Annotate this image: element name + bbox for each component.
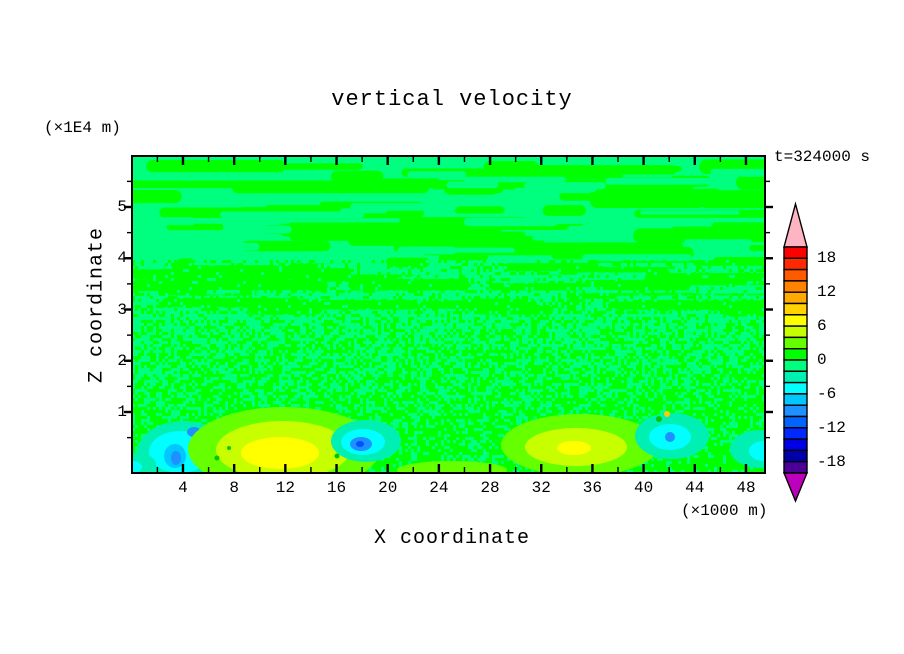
colorbar: [782, 201, 809, 503]
y-axis-unit: (×1E4 m): [44, 119, 121, 137]
x-axis-label: X coordinate: [373, 527, 531, 550]
contour-field: [132, 156, 765, 473]
x-tick-label: 8: [229, 479, 239, 497]
y-tick-label: 5: [117, 198, 127, 216]
x-tick-label: 4: [178, 479, 188, 497]
x-tick-label: 36: [582, 479, 603, 497]
x-tick-label: 48: [736, 479, 756, 497]
x-tick-label: 16: [326, 479, 347, 497]
x-tick-label: 12: [275, 479, 295, 497]
x-tick-label: 24: [429, 479, 449, 497]
colorbar-tick-label: 0: [817, 351, 827, 369]
colorbar-tick-label: -6: [817, 384, 837, 403]
y-tick-label: 3: [117, 300, 127, 319]
plot-title: vertical velocity: [331, 87, 573, 112]
x-tick-label: 28: [480, 479, 500, 497]
colorbar-tick-label: 6: [817, 317, 827, 336]
colorbar-tick-label: -12: [817, 418, 846, 437]
colorbar-tick-label: 12: [817, 283, 837, 302]
axis-ticks: [124, 156, 773, 473]
y-tick-label: 2: [117, 351, 127, 370]
y-tick-label: 1: [117, 403, 127, 421]
y-axis-label: Z coordinate: [85, 226, 109, 384]
colorbar-tick-label: 18: [817, 249, 837, 268]
x-tick-label: 32: [531, 479, 551, 497]
x-axis-unit: (×1000 m): [681, 502, 768, 520]
x-tick-label: 20: [378, 479, 398, 497]
plot-frame: [131, 155, 766, 474]
x-tick-label: 40: [633, 479, 654, 497]
colorbar-tick-label: -18: [817, 452, 846, 471]
time-annotation: t=324000 s: [774, 148, 871, 166]
x-tick-label: 44: [685, 479, 705, 497]
y-tick-label: 4: [117, 249, 127, 268]
